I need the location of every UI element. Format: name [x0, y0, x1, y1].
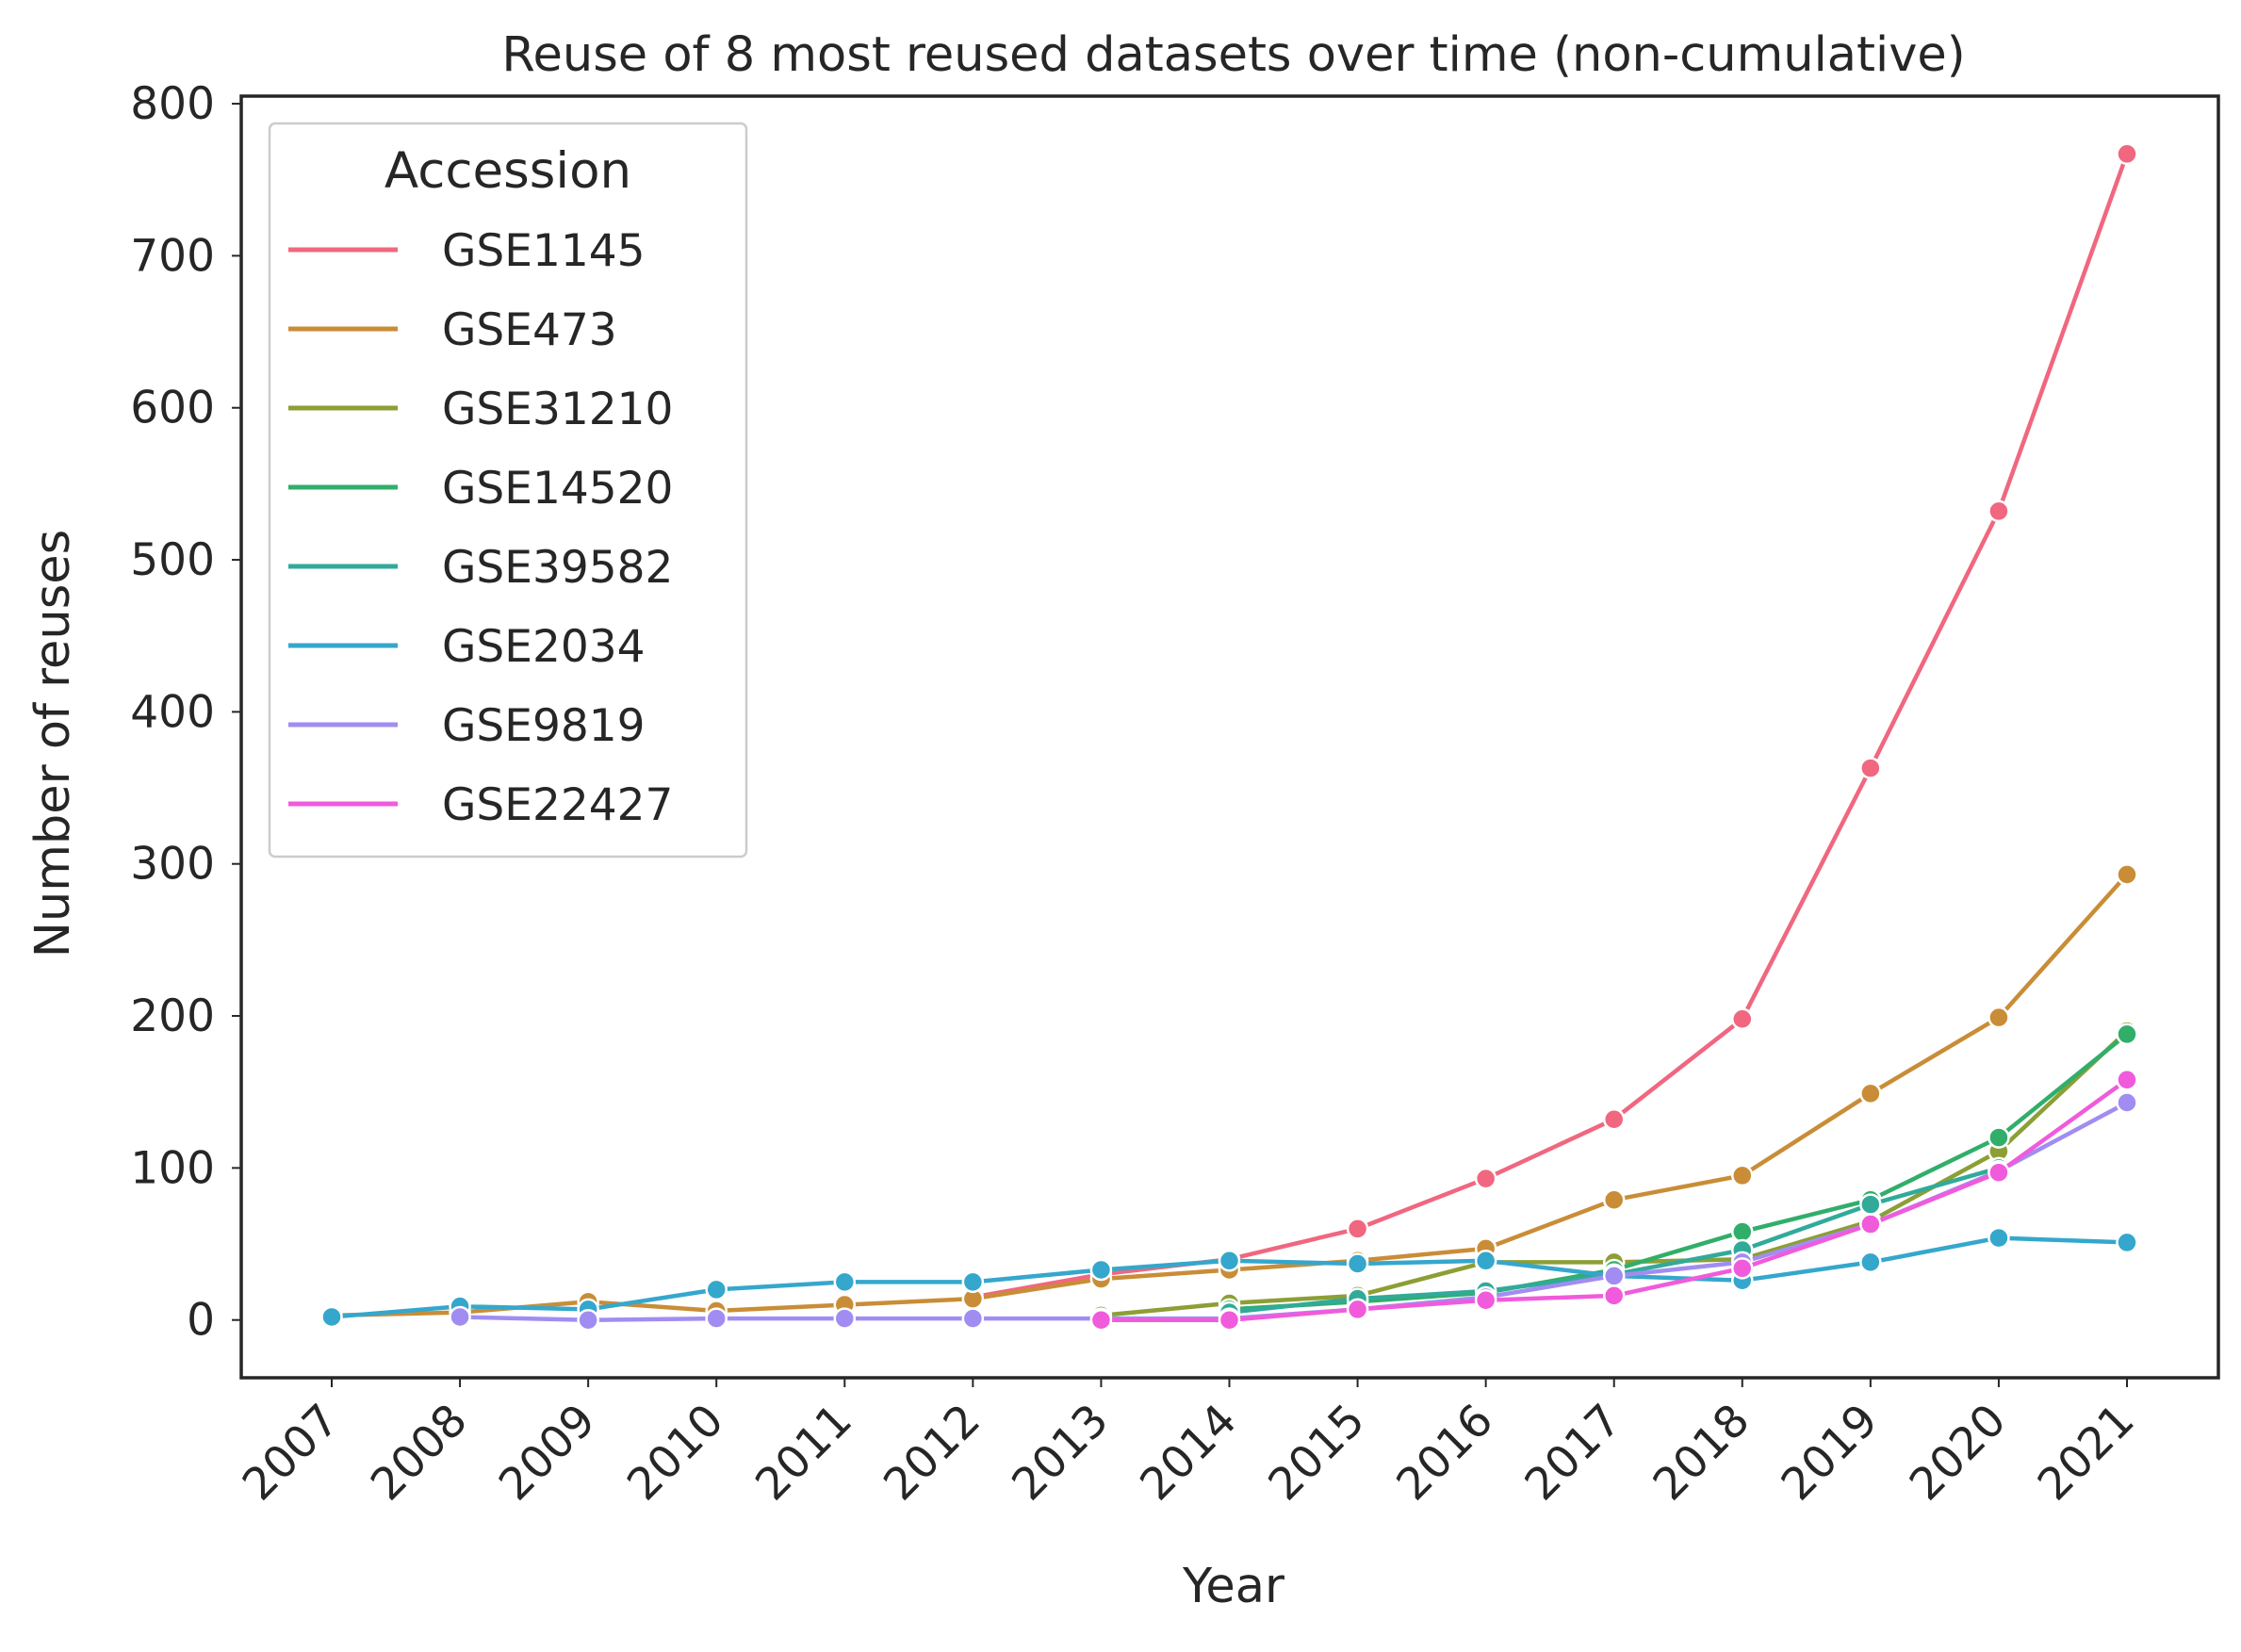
x-tick-label: 2020: [1900, 1395, 2016, 1511]
data-point: [1859, 1193, 1882, 1216]
series-GSE1145: [961, 142, 2138, 1309]
legend-label: GSE39582: [442, 542, 673, 594]
data-point: [1731, 1220, 1754, 1243]
x-tick-label: 2012: [874, 1395, 990, 1511]
chart-title: Reuse of 8 most reused datasets over tim…: [501, 27, 1965, 83]
y-tick-label: 700: [130, 230, 215, 282]
y-tick-label: 0: [187, 1295, 215, 1347]
y-axis-label: Number of reuses: [25, 530, 81, 958]
y-tick-label: 300: [130, 839, 215, 891]
data-point: [961, 1307, 985, 1330]
legend-box: [268, 122, 748, 859]
y-tick-label: 600: [130, 383, 215, 434]
data-point: [1346, 1298, 1369, 1321]
legend-label: GSE1145: [442, 225, 646, 277]
data-point: [1602, 1284, 1626, 1307]
data-point: [320, 1305, 343, 1329]
data-point: [1474, 1250, 1497, 1272]
x-tick-label: 2016: [1387, 1395, 1503, 1511]
data-point: [1731, 1257, 1754, 1280]
x-tick-label: 2009: [489, 1395, 605, 1511]
x-tick-label: 2021: [2028, 1395, 2144, 1511]
x-tick-label: 2017: [1515, 1395, 1631, 1511]
x-tick-label: 2008: [361, 1395, 477, 1511]
data-point: [1346, 1218, 1369, 1240]
y-tick-label: 500: [130, 534, 215, 586]
legend-label: GSE14520: [442, 463, 673, 515]
data-point: [2116, 142, 2138, 166]
data-point: [2116, 863, 2138, 886]
data-point: [833, 1307, 857, 1330]
data-point: [1602, 1265, 1626, 1287]
x-tick-label: 2007: [233, 1395, 349, 1511]
x-tick-label: 2010: [617, 1395, 733, 1511]
legend-label: GSE2034: [442, 621, 646, 673]
data-point: [1987, 1126, 2010, 1149]
legend-label: GSE22427: [442, 779, 673, 831]
data-point: [1859, 757, 1882, 779]
x-tick-label: 2019: [1772, 1395, 1888, 1511]
series-GSE9819: [449, 1091, 2138, 1332]
data-point: [1987, 499, 2010, 523]
data-point: [1218, 1250, 1241, 1272]
legend-label: GSE31210: [442, 384, 673, 435]
data-point: [2116, 1091, 2138, 1114]
data-point: [1731, 1164, 1754, 1187]
y-tick-label: 400: [130, 686, 215, 738]
data-point: [449, 1305, 471, 1329]
data-point: [1474, 1167, 1497, 1190]
data-point: [1602, 1107, 1626, 1131]
x-axis-label: Year: [1182, 1559, 1284, 1614]
data-point: [705, 1278, 728, 1301]
data-point: [1474, 1288, 1497, 1312]
data-point: [2116, 1022, 2138, 1046]
data-point: [1218, 1308, 1241, 1332]
legend-title: Accession: [384, 142, 631, 200]
y-tick-label: 200: [130, 990, 215, 1042]
legend-label: GSE473: [442, 304, 617, 356]
data-point: [1859, 1082, 1882, 1105]
data-point: [577, 1308, 599, 1332]
data-point: [833, 1270, 857, 1294]
series-line: [971, 152, 2130, 1300]
data-point: [2116, 1231, 2138, 1254]
data-point: [2116, 1069, 2138, 1091]
data-point: [1987, 1226, 2010, 1250]
data-point: [1602, 1188, 1626, 1211]
data-point: [1346, 1252, 1369, 1275]
data-point: [1859, 1251, 1882, 1274]
data-point: [1987, 1006, 2010, 1029]
legend-label: GSE9819: [442, 700, 646, 752]
axes-frame: [239, 94, 2220, 1380]
series-GSE22427: [1089, 1069, 2138, 1332]
x-tick-label: 2011: [745, 1395, 861, 1511]
x-tick-label: 2014: [1131, 1395, 1247, 1511]
legend: Accession GSE1145 GSE473 GSE31210 GSE14520 GS…: [268, 122, 748, 859]
series-line: [1227, 1032, 2130, 1312]
data-point: [1731, 1007, 1754, 1031]
x-tick-label: 2013: [1002, 1395, 1118, 1511]
data-point: [1987, 1161, 2010, 1184]
x-tick-label: 2018: [1644, 1395, 1759, 1511]
data-point: [1089, 1308, 1113, 1332]
data-point: [961, 1270, 985, 1294]
data-point: [1859, 1213, 1882, 1235]
x-tick-label: 2015: [1259, 1395, 1375, 1511]
data-point: [1089, 1258, 1113, 1282]
y-tick-label: 100: [130, 1142, 215, 1194]
data-point: [705, 1307, 728, 1330]
y-tick-label: 800: [130, 78, 215, 130]
